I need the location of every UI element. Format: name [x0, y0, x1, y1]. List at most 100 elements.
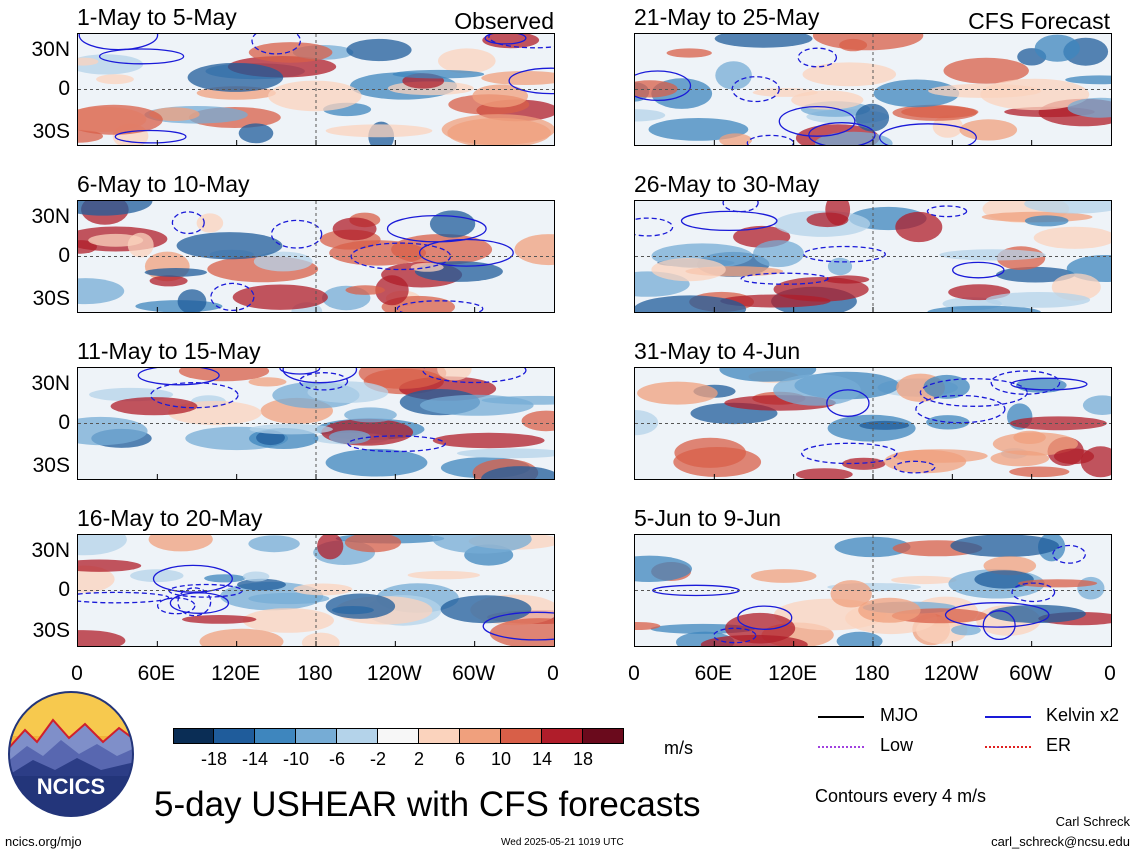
anomaly-shading	[1053, 448, 1095, 465]
lon-tick-label: 0	[71, 662, 83, 685]
lat-label-30s-2: 30S	[32, 287, 70, 310]
anomaly-shading	[834, 536, 911, 558]
panel-title-obs-2: 6-May to 10-May	[77, 171, 250, 197]
legend-label-kelvin: Kelvin x2	[1046, 705, 1120, 725]
anomaly-shading	[432, 535, 532, 554]
kelvin-contour	[803, 245, 886, 263]
lon-tick-label: 0	[628, 662, 640, 685]
map-panel-obs-1	[77, 33, 555, 146]
anomaly-shading	[1034, 34, 1080, 62]
logo-text: NCICS	[37, 774, 105, 799]
anomaly-shading	[943, 57, 1029, 84]
anomaly-shading	[482, 34, 540, 49]
legend-swatch-mjo	[818, 716, 864, 718]
kelvin-contour	[279, 368, 321, 375]
kelvin-contour	[171, 211, 205, 235]
anomaly-shading	[939, 249, 1046, 261]
anomaly-shading	[237, 578, 286, 591]
anomaly-shading	[824, 275, 870, 284]
anomaly-shading	[440, 595, 532, 624]
anomaly-shading	[78, 565, 115, 593]
anomaly-shading	[238, 123, 274, 144]
anomaly-shading	[344, 407, 397, 423]
colorbar-box	[378, 728, 419, 744]
kelvin-contour	[635, 70, 692, 102]
kelvin-contour	[484, 34, 527, 45]
lon-tick-label: 60E	[137, 662, 176, 685]
anomaly-shading	[78, 559, 142, 572]
lon-tick-label: 120W	[366, 662, 422, 685]
kelvin-contour	[808, 122, 876, 145]
anomaly-shading	[242, 571, 270, 582]
kelvin-contour	[152, 564, 233, 593]
anomaly-shading	[1009, 416, 1107, 431]
anomaly-shading	[635, 80, 678, 98]
observed-label: Observed	[454, 8, 554, 34]
lon-tick-label: 180	[854, 662, 890, 685]
anomaly-shading	[637, 381, 718, 405]
anomaly-shading	[182, 615, 257, 624]
anomaly-shading	[892, 449, 988, 463]
panel-title-obs-4: 16-May to 20-May	[77, 505, 263, 531]
colorbar-tick-label: 14	[531, 749, 553, 769]
anomaly-shading	[830, 580, 872, 608]
anomaly-shading	[855, 103, 890, 132]
lat-label-30n-2: 30N	[31, 205, 70, 228]
anomaly-shading	[178, 368, 270, 382]
map-panel-fc-4	[634, 534, 1112, 647]
map-canvas	[635, 535, 1111, 646]
anomaly-shading	[927, 305, 1041, 312]
colorbar-box	[173, 728, 214, 744]
anomaly-shading	[375, 275, 409, 306]
colorbar-box	[255, 728, 296, 744]
anomaly-shading	[959, 119, 1018, 141]
legend-swatch-low	[818, 746, 864, 748]
anomaly-shading	[345, 285, 385, 295]
anomaly-shading	[514, 234, 554, 266]
lon-tick-label: 60W	[1009, 662, 1053, 685]
kelvin-contour	[422, 368, 527, 384]
lat-label-eq-2: 0	[58, 244, 70, 267]
kelvin-contour	[713, 627, 757, 644]
footer-site: ncics.org/mjo	[5, 834, 82, 849]
anomaly-shading	[472, 84, 528, 108]
lon-tick-label: 0	[547, 662, 559, 685]
anomaly-shading	[1024, 215, 1069, 227]
anomaly-shading	[1067, 97, 1111, 118]
anomaly-shading	[839, 38, 868, 52]
anomaly-shading	[715, 61, 752, 90]
kelvin-contour	[944, 602, 1050, 628]
anomaly-shading	[187, 62, 284, 92]
anomaly-shading	[635, 555, 692, 582]
anomaly-shading	[332, 217, 377, 241]
map-panel-fc-3	[634, 367, 1112, 480]
anomaly-shading	[232, 284, 328, 310]
map-canvas	[635, 201, 1111, 312]
map-panel-fc-1	[634, 33, 1112, 146]
anomaly-shading	[892, 104, 978, 121]
anomaly-shading	[438, 48, 496, 74]
kelvin-contour	[722, 201, 759, 213]
anomaly-shading	[268, 80, 362, 112]
anomaly-shading	[248, 535, 300, 553]
anomaly-shading	[795, 468, 853, 479]
colorbar-box	[214, 728, 255, 744]
anomaly-shading	[248, 42, 333, 63]
panel-title-fc-3: 31-May to 4-Jun	[634, 338, 801, 364]
anomaly-shading	[248, 592, 330, 605]
colorbar-box	[337, 728, 378, 744]
anomaly-shading	[932, 115, 963, 138]
map-canvas	[635, 34, 1111, 145]
colorbar-tick-label: -18	[200, 749, 227, 769]
anomaly-shading	[753, 240, 804, 268]
anomaly-shading	[407, 570, 480, 580]
anomaly-shading	[253, 251, 313, 272]
anomaly-shading	[149, 275, 188, 287]
colorbar-tick-label: -14	[241, 749, 268, 769]
colorbar-tick-label: -6	[328, 749, 345, 769]
kelvin-contour	[915, 394, 1006, 424]
anomaly-shading	[196, 213, 224, 233]
anomaly-shading	[719, 133, 752, 145]
colorbar-box	[460, 728, 501, 744]
anomaly-shading	[78, 278, 125, 305]
